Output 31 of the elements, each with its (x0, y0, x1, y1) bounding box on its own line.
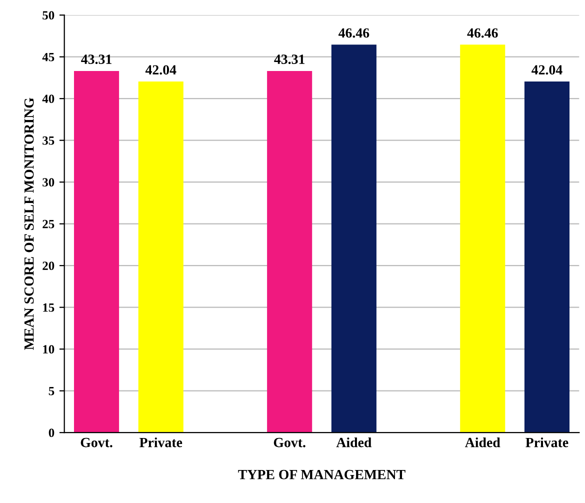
y-tick-label: 0 (48, 428, 54, 438)
data-label: 42.04 (145, 65, 176, 75)
bar (138, 82, 184, 433)
bar (331, 44, 376, 433)
x-tick-label: Govt. (274, 438, 306, 448)
data-label: 46.46 (467, 28, 498, 38)
y-axis-title: MEAN SCORE OF SELF MONITORING (24, 98, 34, 350)
data-label: 46.46 (338, 28, 370, 38)
y-tick-label: 35 (42, 136, 54, 145)
y-tick-label: 10 (43, 345, 54, 354)
x-tick-label: Govt. (80, 438, 112, 448)
y-tick-label: 20 (42, 262, 54, 270)
bar (74, 70, 120, 433)
x-tick-label: Private (140, 437, 182, 448)
y-tick-label: 50 (42, 11, 54, 20)
x-tick-label: Aided (465, 437, 500, 448)
y-tick-label: 15 (43, 303, 54, 312)
data-label: 42.04 (532, 65, 562, 75)
bar (524, 82, 570, 433)
bar (460, 44, 506, 433)
y-tick-label: 5 (48, 386, 54, 396)
bar (267, 70, 312, 433)
y-tick-label: 45 (42, 52, 54, 62)
x-tick-label: Private (526, 437, 568, 448)
y-tick-label: 40 (42, 94, 54, 104)
x-axis-title: TYPE OF MANAGEMENT (238, 470, 406, 480)
data-label: 43.31 (81, 54, 112, 64)
y-tick-label: 25 (42, 220, 54, 228)
x-tick-label: Aided (336, 437, 372, 448)
data-label: 43.31 (274, 54, 304, 64)
y-tick-label: 30 (42, 178, 54, 187)
